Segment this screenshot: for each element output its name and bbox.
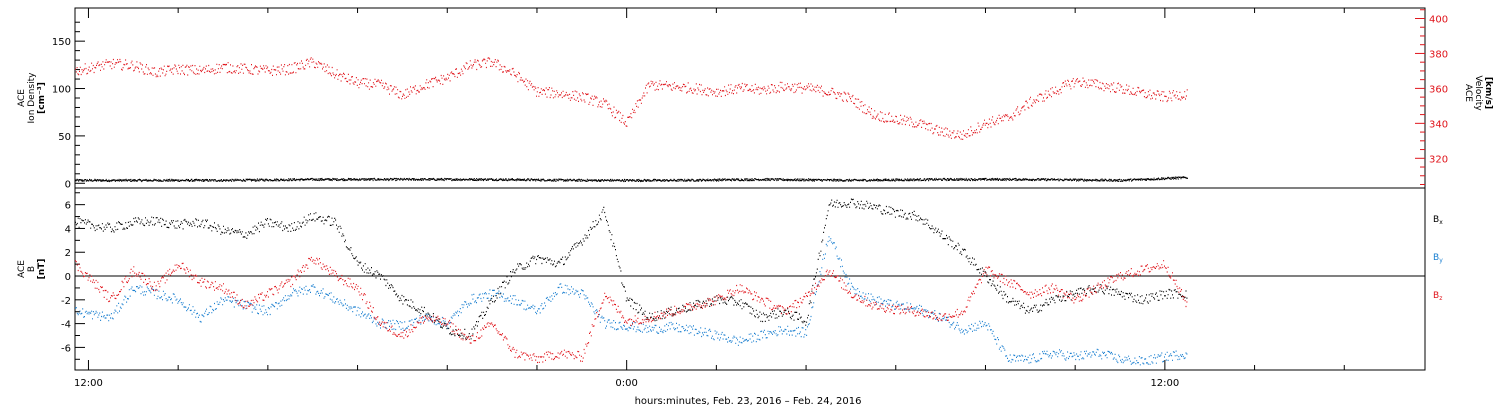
y-tick-label-right: 360	[1429, 84, 1448, 95]
y-tick-label-right: 400	[1429, 14, 1448, 25]
series-bz	[75, 256, 1188, 364]
y-axis-label-left: ACE	[17, 89, 27, 107]
y-tick-label: -6	[61, 343, 71, 354]
y-tick-label-left: 150	[52, 37, 71, 48]
magnetic-field-panel: -6 -4 -2 0 2 4 6 ACE B [nT] Bx By Bz	[17, 187, 1443, 371]
y-axis-label-right: ACE	[1463, 84, 1473, 102]
x-tick-label: 0:00	[615, 378, 637, 389]
x-axis: 12:00 0:00 12:00	[74, 378, 1179, 389]
y-axis-label-left: [cm⁻³]	[37, 82, 47, 114]
y-tick-label-left: 0	[65, 179, 71, 190]
plasma-panel-frame	[74, 7, 1426, 189]
y-tick-label: 4	[65, 224, 71, 235]
y-tick-label: 0	[65, 272, 71, 283]
y-tick-label: 2	[65, 248, 71, 259]
legend-bx: Bx	[1433, 215, 1443, 226]
y-axis-label-right: Velocity	[1473, 75, 1483, 111]
series-bx	[75, 198, 1188, 340]
y-axis-label: B	[27, 266, 37, 272]
x-tick-label: 12:00	[1150, 378, 1179, 389]
y-tick-label-left: 50	[58, 132, 71, 143]
y-tick-label: -4	[61, 320, 71, 331]
y-tick-label: -2	[61, 296, 71, 307]
y-axis-label: [nT]	[37, 259, 47, 280]
y-axis-label-left: Ion Density	[27, 72, 37, 124]
legend-by: By	[1433, 253, 1443, 264]
y-tick-label-right: 380	[1429, 49, 1448, 60]
legend-bz: Bz	[1433, 291, 1442, 302]
y-axis-label-right: [km/s]	[1483, 77, 1493, 109]
y-tick-label-right: 320	[1429, 154, 1448, 165]
magnetic-panel-frame	[74, 187, 1426, 371]
y-tick-label: 6	[65, 201, 71, 212]
y-tick-label-left: 100	[52, 85, 71, 96]
y-tick-label-right: 340	[1429, 119, 1448, 130]
density-series	[75, 176, 1188, 183]
x-tick-label: 12:00	[74, 378, 103, 389]
x-axis-title: hours:minutes, Feb. 23, 2016 – Feb. 24, …	[635, 396, 862, 407]
velocity-series	[75, 57, 1188, 140]
y-axis-label: ACE	[17, 260, 27, 278]
series-by	[75, 236, 1188, 366]
